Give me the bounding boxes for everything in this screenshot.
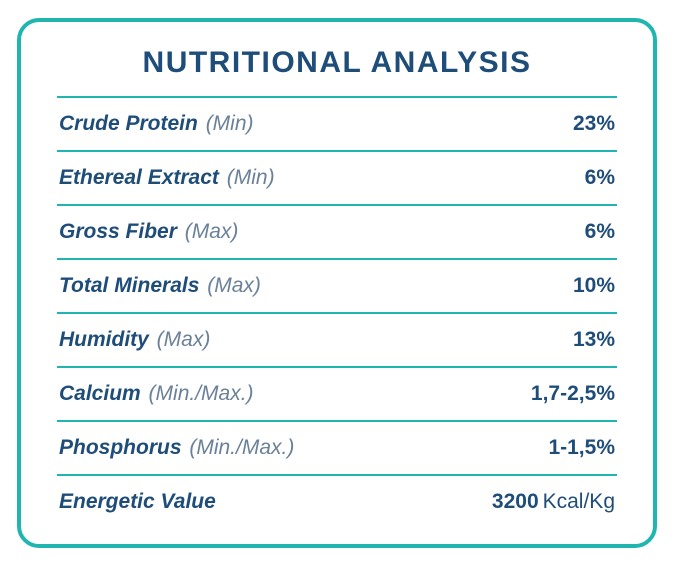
row-unit: Kcal/Kg (543, 490, 615, 513)
row-label-group: Total Minerals (Max) (59, 274, 261, 298)
row-qualifier: (Max) (151, 328, 211, 351)
row-value-group: 6% (585, 166, 615, 190)
row-label-group: Crude Protein (Min) (59, 112, 254, 136)
row-unit: % (596, 328, 615, 351)
table-row: Humidity (Max) 13% (57, 312, 617, 366)
table-row: Total Minerals (Max) 10% (57, 258, 617, 312)
row-value-group: 1,7-2,5% (531, 382, 615, 406)
rows-container: Crude Protein (Min)23%Ethereal Extract (… (57, 96, 617, 514)
card-title: NUTRITIONAL ANALYSIS (57, 46, 617, 96)
row-unit: % (596, 382, 615, 405)
row-value-group: 10% (573, 274, 615, 298)
row-unit: % (596, 112, 615, 135)
table-row: Crude Protein (Min) 23% (57, 96, 617, 150)
row-label-group: Humidity (Max) (59, 328, 210, 352)
table-row: Phosphorus (Min./Max.) 1-1,5% (57, 420, 617, 474)
row-value: 1,7-2,5 (531, 382, 596, 405)
row-label-group: Energetic Value (59, 490, 216, 514)
row-unit: % (596, 436, 615, 459)
row-value-group: 3200Kcal/Kg (492, 490, 615, 514)
row-label-group: Gross Fiber (Max) (59, 220, 238, 244)
row-qualifier: (Max) (201, 274, 261, 297)
row-qualifier: (Min./Max.) (184, 436, 295, 459)
row-label: Energetic Value (59, 490, 216, 513)
row-label: Humidity (59, 328, 149, 351)
row-label: Phosphorus (59, 436, 182, 459)
row-value: 13 (573, 328, 596, 351)
row-value: 23 (573, 112, 596, 135)
row-unit: % (596, 220, 615, 243)
row-qualifier: (Min./Max.) (143, 382, 254, 405)
table-row: Energetic Value 3200Kcal/Kg (57, 474, 617, 514)
row-label: Total Minerals (59, 274, 199, 297)
row-unit: % (596, 166, 615, 189)
row-label: Gross Fiber (59, 220, 177, 243)
row-value: 3200 (492, 490, 539, 513)
row-label: Calcium (59, 382, 141, 405)
row-label-group: Phosphorus (Min./Max.) (59, 436, 294, 460)
row-value: 6 (585, 166, 597, 189)
row-value-group: 13% (573, 328, 615, 352)
row-qualifier: (Min) (200, 112, 254, 135)
row-qualifier: (Min) (221, 166, 275, 189)
row-qualifier: (Max) (179, 220, 239, 243)
row-unit: % (596, 274, 615, 297)
row-label: Crude Protein (59, 112, 198, 135)
row-value-group: 23% (573, 112, 615, 136)
table-row: Gross Fiber (Max) 6% (57, 204, 617, 258)
table-row: Calcium (Min./Max.) 1,7-2,5% (57, 366, 617, 420)
row-label: Ethereal Extract (59, 166, 219, 189)
row-value-group: 1-1,5% (548, 436, 615, 460)
row-value: 6 (585, 220, 597, 243)
row-value: 1-1,5 (548, 436, 596, 459)
row-label-group: Ethereal Extract (Min) (59, 166, 275, 190)
nutritional-card: NUTRITIONAL ANALYSIS Crude Protein (Min)… (17, 18, 657, 548)
row-value: 10 (573, 274, 596, 297)
row-label-group: Calcium (Min./Max.) (59, 382, 254, 406)
table-row: Ethereal Extract (Min) 6% (57, 150, 617, 204)
row-value-group: 6% (585, 220, 615, 244)
